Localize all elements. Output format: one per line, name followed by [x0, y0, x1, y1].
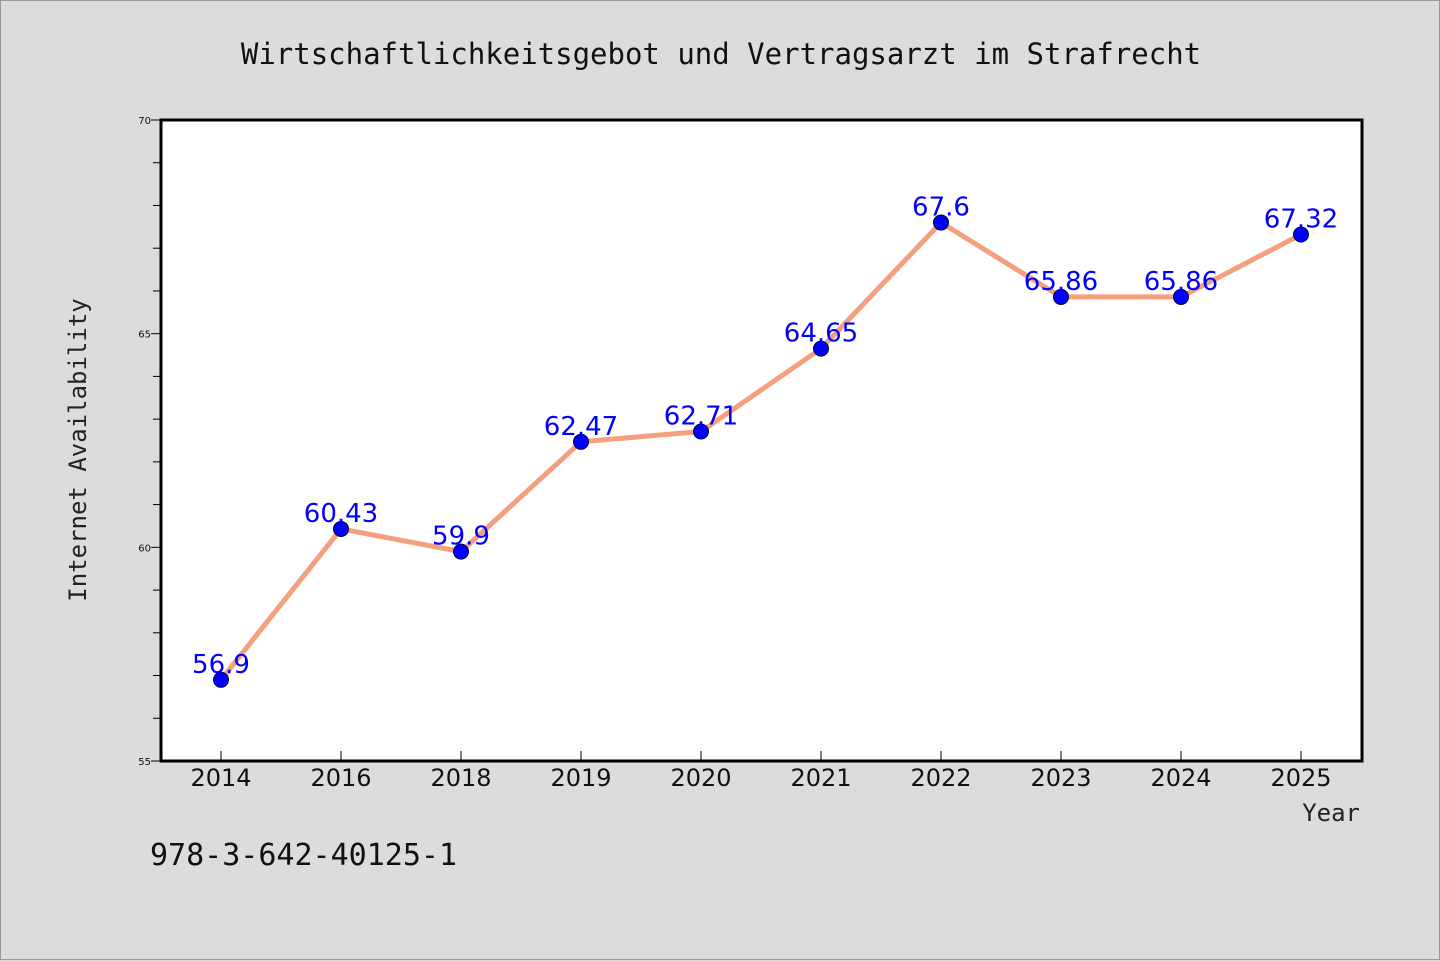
chart-title: Wirtschaftlichkeitsgebot und Vertragsarz…: [241, 37, 1201, 71]
data-point: [933, 214, 949, 231]
data-point: [453, 543, 469, 560]
y-tick-label: 65: [138, 330, 151, 341]
data-label: 65.86: [1144, 267, 1218, 297]
data-point: [1293, 226, 1309, 243]
data-labels: 56.9 60.43 59.9 62.47 62.71 64.65 67.6 65.86 65.…: [192, 193, 1338, 680]
y-tick-labels: 55 60 65 70: [138, 116, 151, 768]
x-tick-label: 2025: [1270, 764, 1331, 792]
y-tick-label: 70: [138, 116, 151, 127]
x-tick-label: 2023: [1030, 764, 1091, 792]
y-minor-ticks: [151, 119, 161, 762]
data-point: [813, 340, 829, 357]
x-tick-label: 2021: [790, 764, 851, 792]
data-label: 60.43: [304, 499, 378, 529]
data-point: [213, 671, 229, 688]
x-tick-label: 2019: [550, 764, 611, 792]
data-markers: [213, 214, 1309, 688]
x-axis-label: Year: [1302, 799, 1360, 827]
data-label: 65.86: [1024, 267, 1098, 297]
x-tick-label: 2022: [910, 764, 971, 792]
data-point: [333, 520, 349, 537]
data-label: 67.32: [1264, 205, 1338, 235]
x-tick-label: 2020: [670, 764, 731, 792]
data-label: 64.65: [784, 319, 858, 349]
y-tick-label: 60: [138, 543, 151, 554]
x-tick-label: 2024: [1150, 764, 1211, 792]
x-tick-label: 2014: [190, 764, 251, 792]
data-point: [1173, 288, 1189, 305]
x-tick-labels: 2014 2016 2018 2019 2020 2021 2022 2023 2024 2025: [190, 764, 1331, 792]
data-label: 59.9: [432, 522, 490, 552]
data-label: 62.71: [664, 402, 738, 432]
x-tick-label: 2018: [430, 764, 491, 792]
data-label: 67.6: [912, 193, 970, 223]
data-label: 56.9: [192, 650, 250, 680]
isbn-text: 978-3-642-40125-1: [150, 838, 457, 873]
data-label: 62.47: [544, 412, 618, 442]
y-tick-label: 55: [138, 757, 151, 768]
x-ticks: [220, 751, 1302, 761]
plot-area: [159, 118, 1364, 763]
data-point: [573, 433, 589, 450]
x-tick-label: 2016: [310, 764, 371, 792]
series-line: [218, 220, 1304, 683]
data-point: [693, 423, 709, 440]
data-point: [1053, 288, 1069, 305]
y-axis-label: Internet Availability: [64, 298, 92, 601]
